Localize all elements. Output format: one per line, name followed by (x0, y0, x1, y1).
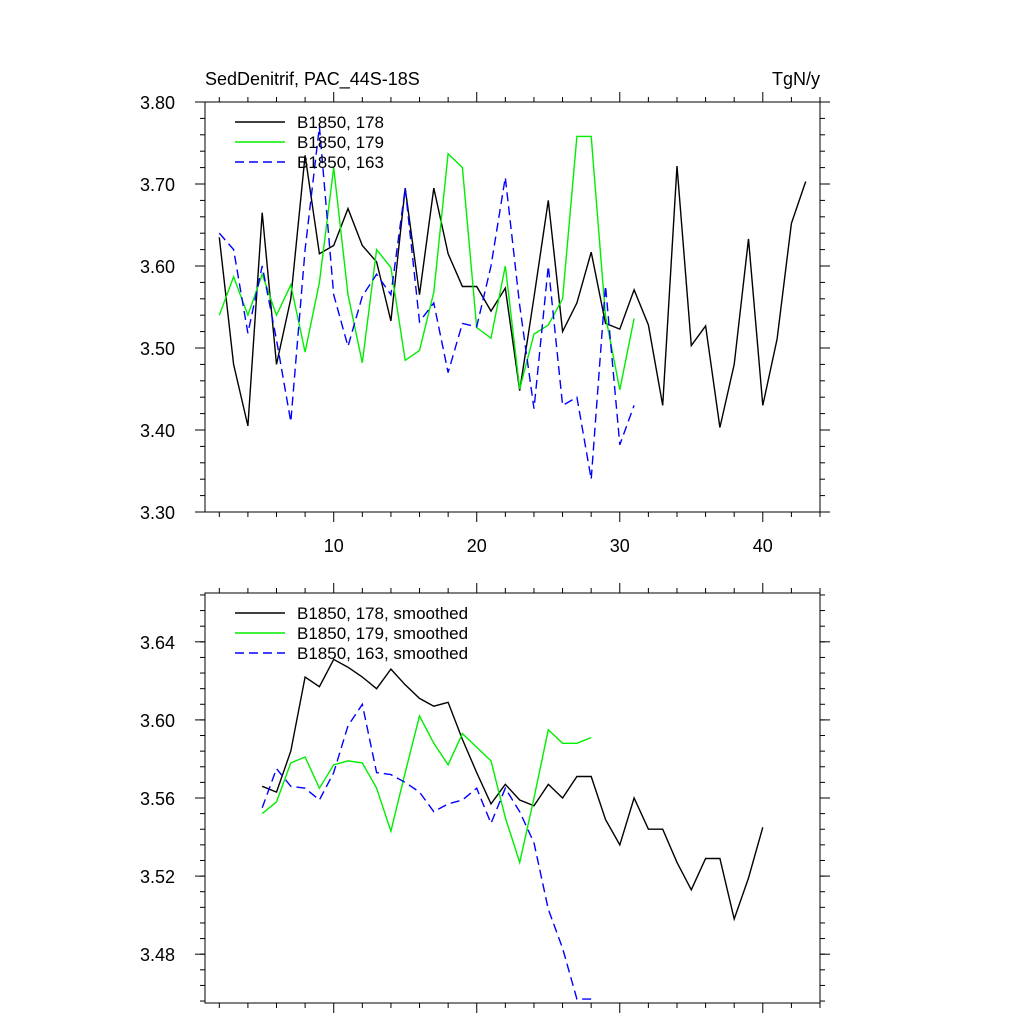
legend-label: B1850, 178 (297, 113, 384, 132)
series-line (261, 714, 592, 866)
top-panel: 10 20 30 40 3.30 3.40 3.50 3.60 3.70 3.80 SedDenit… (140, 69, 830, 556)
series-line (261, 658, 764, 922)
legend-label: B1850, 178, smoothed (297, 604, 468, 623)
x-tick-label: 40 (753, 536, 773, 556)
y-tick-label: 3.48 (140, 945, 175, 965)
y-tick-label: 3.80 (140, 93, 175, 113)
legend-label: B1850, 163 (297, 153, 384, 172)
y-tick-label: 3.64 (140, 633, 175, 653)
legend-label: B1850, 179 (297, 133, 384, 152)
x-tick-label: 10 (324, 536, 344, 556)
bottom-panel: 3.48 3.52 3.56 3.60 3.64 B1850, 178, smoothed… (140, 583, 830, 1013)
series-line (218, 135, 635, 390)
y-tick-label: 3.56 (140, 789, 175, 809)
x-tick-label: 20 (467, 536, 487, 556)
y-tick-label: 3.52 (140, 867, 175, 887)
plot-frame (204, 101, 821, 513)
y-tick-label: 3.30 (140, 503, 175, 523)
series-line (261, 702, 592, 1000)
chart-title-left: SedDenitrif, PAC_44S-18S (205, 69, 420, 90)
series-line (218, 155, 807, 428)
series-line (218, 126, 635, 480)
y-tick-label: 3.60 (140, 257, 175, 277)
y-tick-label: 3.40 (140, 421, 175, 441)
x-tick-label: 30 (610, 536, 630, 556)
y-tick-label: 3.70 (140, 175, 175, 195)
legend-label: B1850, 179, smoothed (297, 624, 468, 643)
chart-title-right: TgN/y (772, 69, 820, 89)
legend-label: B1850, 163, smoothed (297, 644, 468, 663)
y-tick-label: 3.50 (140, 339, 175, 359)
y-tick-label: 3.60 (140, 711, 175, 731)
